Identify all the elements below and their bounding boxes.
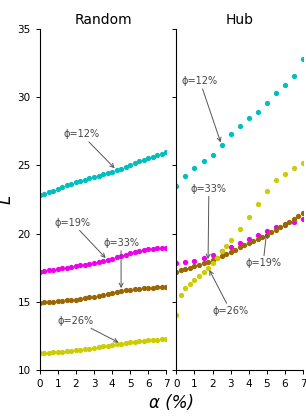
Text: α (%): α (%) [149, 394, 194, 412]
Text: ϕ=33%: ϕ=33% [191, 184, 227, 258]
Title: Hub: Hub [226, 13, 254, 27]
Text: ϕ=12%: ϕ=12% [182, 76, 221, 142]
Text: ϕ=19%: ϕ=19% [54, 218, 105, 257]
Text: ϕ=19%: ϕ=19% [245, 235, 281, 268]
Y-axis label: L: L [0, 195, 15, 204]
Text: ϕ=33%: ϕ=33% [103, 238, 139, 287]
Text: ϕ=26%: ϕ=26% [210, 271, 249, 316]
Text: ϕ=26%: ϕ=26% [58, 315, 118, 342]
Title: Random: Random [74, 13, 132, 27]
Text: ϕ=12%: ϕ=12% [63, 129, 114, 168]
